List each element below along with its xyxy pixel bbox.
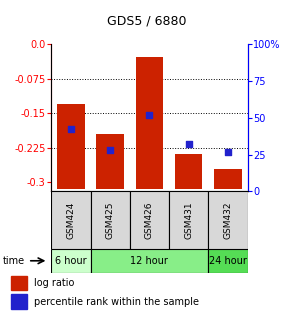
Text: percentile rank within the sample: percentile rank within the sample: [34, 297, 199, 307]
Bar: [11, 295, 27, 309]
Bar: [175, 154, 202, 189]
Text: time: time: [3, 256, 25, 266]
Bar: [57, 104, 85, 189]
Text: 6 hour: 6 hour: [55, 256, 87, 266]
Point: [226, 149, 230, 154]
Point: [186, 142, 191, 147]
Text: GSM432: GSM432: [224, 201, 232, 239]
Text: 24 hour: 24 hour: [209, 256, 247, 266]
Bar: [208, 249, 248, 273]
Bar: [208, 191, 248, 249]
Text: 12 hour: 12 hour: [130, 256, 168, 266]
Text: GDS5 / 6880: GDS5 / 6880: [107, 15, 186, 28]
Bar: [136, 57, 163, 189]
Bar: [91, 249, 208, 273]
Bar: [51, 249, 91, 273]
Bar: [11, 276, 27, 290]
Point: [147, 112, 152, 117]
Bar: [91, 191, 130, 249]
Text: GSM431: GSM431: [184, 201, 193, 239]
Bar: [214, 169, 242, 189]
Point: [108, 147, 113, 153]
Text: GSM426: GSM426: [145, 201, 154, 239]
Text: GSM424: GSM424: [67, 201, 75, 239]
Text: log ratio: log ratio: [34, 278, 74, 288]
Bar: [96, 134, 124, 189]
Bar: [169, 191, 208, 249]
Bar: [130, 191, 169, 249]
Bar: [51, 191, 91, 249]
Text: GSM425: GSM425: [106, 201, 115, 239]
Point: [69, 127, 73, 132]
